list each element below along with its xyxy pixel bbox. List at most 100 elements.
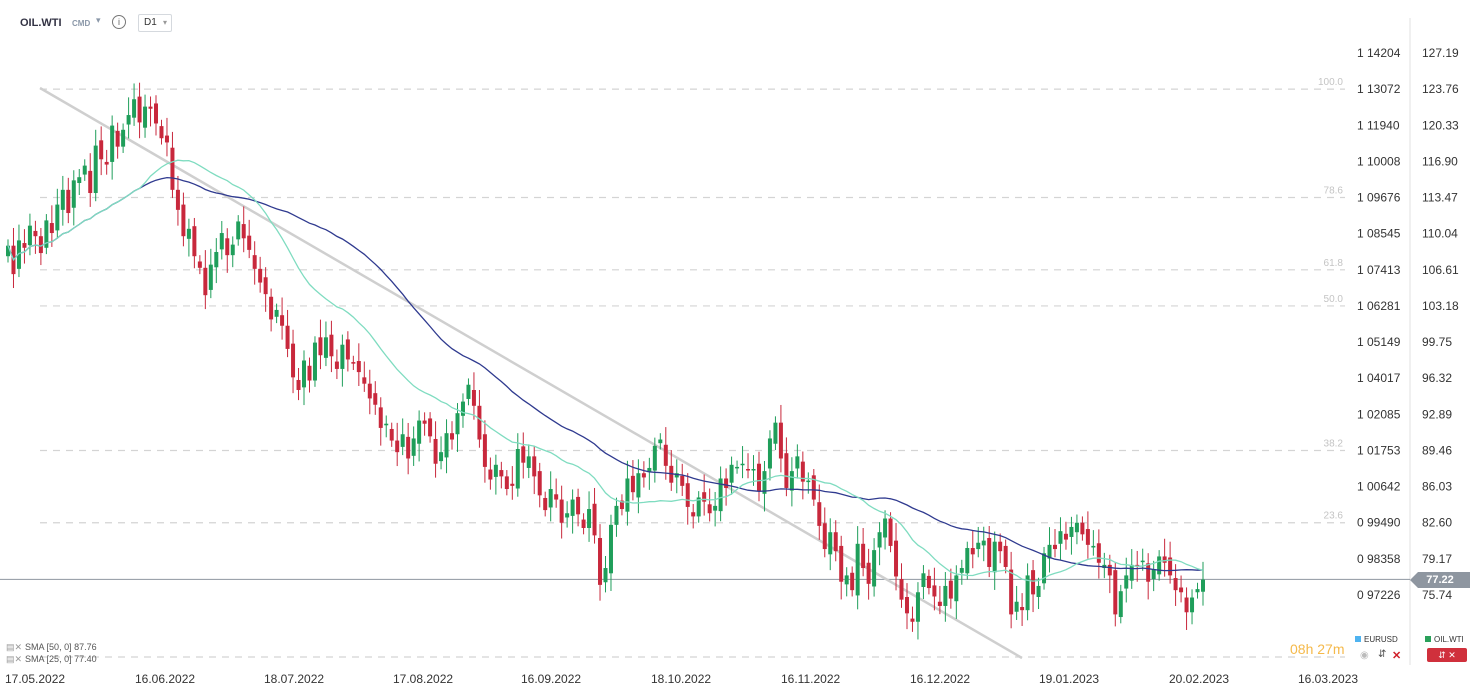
candle-body[interactable]: [970, 548, 975, 555]
candle-body[interactable]: [866, 562, 871, 584]
candle-body[interactable]: [713, 505, 718, 511]
candle-body[interactable]: [164, 135, 169, 143]
candle-body[interactable]: [1014, 601, 1019, 612]
candle-body[interactable]: [844, 575, 849, 585]
candle-body[interactable]: [16, 240, 21, 269]
candle-body[interactable]: [214, 251, 219, 268]
indicator-row-sma25[interactable]: ▤✕ SMA [25, 0] 77.40: [6, 653, 97, 665]
candle-body[interactable]: [855, 543, 860, 596]
candle-body[interactable]: [241, 224, 246, 239]
candle-body[interactable]: [77, 177, 82, 183]
candle-body[interactable]: [493, 464, 498, 477]
candle-body[interactable]: [691, 512, 696, 517]
candle-body[interactable]: [93, 145, 98, 194]
timeframe-select[interactable]: D1 ▾: [138, 14, 172, 32]
candle-body[interactable]: [883, 518, 888, 538]
candle-body[interactable]: [608, 524, 613, 574]
candle-body[interactable]: [943, 585, 948, 606]
candle-body[interactable]: [1162, 556, 1167, 563]
candle-body[interactable]: [219, 233, 224, 250]
candle-body[interactable]: [959, 568, 964, 573]
candle-body[interactable]: [471, 389, 476, 406]
candle-body[interactable]: [789, 471, 794, 491]
candle-body[interactable]: [1129, 564, 1134, 581]
candle-body[interactable]: [630, 475, 635, 493]
candle-body[interactable]: [132, 99, 137, 118]
candle-body[interactable]: [680, 475, 685, 486]
candle-body[interactable]: [515, 448, 520, 489]
candle-body[interactable]: [345, 339, 350, 360]
candle-body[interactable]: [126, 115, 131, 125]
candle-body[interactable]: [554, 494, 559, 500]
candle-body[interactable]: [762, 471, 767, 494]
candle-body[interactable]: [1020, 607, 1025, 611]
candle-body[interactable]: [576, 496, 581, 515]
candle-body[interactable]: [559, 499, 564, 523]
candle-body[interactable]: [477, 405, 482, 440]
candle-body[interactable]: [329, 334, 334, 357]
symbol-chip-eurusd[interactable]: EURUSD: [1355, 635, 1398, 644]
candle-body[interactable]: [839, 545, 844, 582]
candle-body[interactable]: [647, 467, 652, 473]
candle-body[interactable]: [450, 433, 455, 440]
candle-body[interactable]: [537, 471, 542, 496]
candle-body[interactable]: [82, 165, 87, 175]
candle-body[interactable]: [1025, 575, 1030, 611]
candle-body[interactable]: [203, 267, 208, 296]
candle-body[interactable]: [455, 413, 460, 435]
candle-body[interactable]: [756, 463, 761, 492]
candle-body[interactable]: [735, 466, 740, 469]
candle-body[interactable]: [828, 532, 833, 555]
candle-body[interactable]: [433, 438, 438, 464]
candle-body[interactable]: [806, 480, 811, 483]
candle-body[interactable]: [751, 469, 756, 471]
candle-body[interactable]: [312, 342, 317, 381]
candle-body[interactable]: [987, 538, 992, 567]
candle-body[interactable]: [565, 513, 570, 518]
candle-body[interactable]: [1058, 531, 1063, 544]
candle-body[interactable]: [1052, 544, 1057, 550]
candle-body[interactable]: [817, 502, 822, 526]
symbol-chip-oilwti[interactable]: OIL.WTI: [1425, 635, 1464, 644]
candle-body[interactable]: [334, 361, 339, 369]
candle-body[interactable]: [55, 204, 60, 231]
candle-body[interactable]: [258, 268, 263, 283]
candle-body[interactable]: [38, 236, 43, 254]
candle-body[interactable]: [33, 230, 38, 237]
candle-body[interactable]: [389, 428, 394, 441]
candle-body[interactable]: [263, 277, 268, 295]
candle-body[interactable]: [49, 223, 54, 234]
candle-body[interactable]: [1151, 569, 1156, 580]
candle-body[interactable]: [614, 505, 619, 525]
candle-body[interactable]: [992, 541, 997, 573]
close-icon[interactable]: ✕: [1392, 650, 1402, 662]
candle-body[interactable]: [44, 220, 49, 248]
settings-icon[interactable]: ▤✕: [6, 654, 23, 664]
candle-body[interactable]: [822, 523, 827, 550]
candle-body[interactable]: [833, 532, 838, 552]
candle-body[interactable]: [208, 264, 213, 290]
candle-body[interactable]: [482, 434, 487, 467]
candle-body[interactable]: [291, 343, 296, 378]
candle-body[interactable]: [66, 189, 71, 214]
candle-body[interactable]: [948, 580, 953, 599]
candle-body[interactable]: [767, 438, 772, 469]
candle-body[interactable]: [872, 550, 877, 587]
candle-body[interactable]: [1184, 597, 1189, 613]
candle-body[interactable]: [965, 548, 970, 574]
candle-body[interactable]: [186, 228, 191, 239]
candle-body[interactable]: [1036, 585, 1041, 598]
candle-body[interactable]: [378, 407, 383, 428]
candle-body[interactable]: [718, 478, 723, 512]
candle-body[interactable]: [1113, 570, 1118, 615]
candle-body[interactable]: [932, 585, 937, 597]
candle-body[interactable]: [373, 393, 378, 405]
candle-body[interactable]: [921, 573, 926, 587]
candle-body[interactable]: [351, 362, 356, 364]
candle-body[interactable]: [587, 509, 592, 529]
candle-body[interactable]: [444, 433, 449, 458]
candle-body[interactable]: [110, 125, 115, 162]
candle-body[interactable]: [636, 473, 641, 498]
candle-body[interactable]: [926, 575, 931, 589]
